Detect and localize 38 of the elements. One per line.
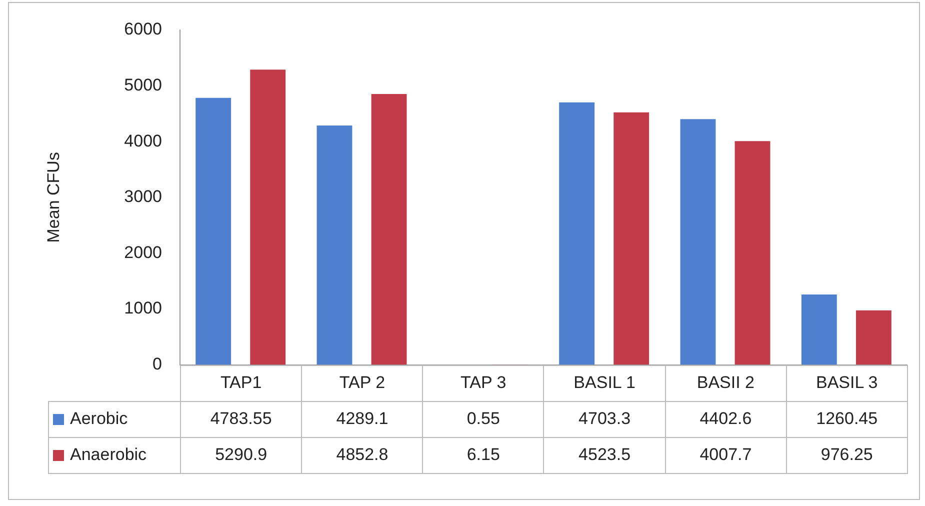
x-tick-label: BASIL 3 [786,365,908,402]
data-label: 4852.8 [302,437,423,474]
bar [801,294,837,365]
x-tick-label: TAP 3 [422,365,544,402]
bar [196,98,232,365]
bar [680,119,716,365]
data-label: 0.55 [422,401,544,438]
y-tick-label: 0 [152,354,162,374]
x-tick-label: TAP1 [180,365,302,402]
y-tick-label: 6000 [124,20,162,39]
data-label: 4402.6 [665,401,786,438]
data-label: 4007.7 [665,437,786,474]
bar [734,141,770,365]
y-tick-label: 1000 [124,298,162,318]
data-label: 4783.55 [180,401,302,438]
bar [316,125,352,365]
data-label: 5290.9 [180,437,302,474]
y-tick-label: 4000 [124,131,162,150]
x-tick-label: BASIL 1 [544,365,666,402]
y-tick-label: 2000 [124,242,162,262]
data-label: 4289.1 [302,401,423,438]
data-label: 976.25 [786,437,908,474]
data-label: 4703.3 [544,401,666,438]
bar [371,94,407,365]
bar [250,70,286,365]
y-axis-title: Mean CFUs [44,152,63,243]
x-tick-label: TAP 2 [302,365,423,402]
x-tick-label: BASII 2 [665,365,786,402]
legend-label: Anaerobic [48,437,180,474]
data-label: 4523.5 [544,437,666,474]
legend-label: Aerobic [48,401,180,438]
bar [856,310,892,365]
bar [614,112,650,365]
y-tick-label: 5000 [124,75,162,94]
bar [559,102,595,365]
data-label: 1260.45 [786,401,908,438]
y-tick-label: 3000 [124,187,162,206]
data-label: 6.15 [422,437,544,474]
